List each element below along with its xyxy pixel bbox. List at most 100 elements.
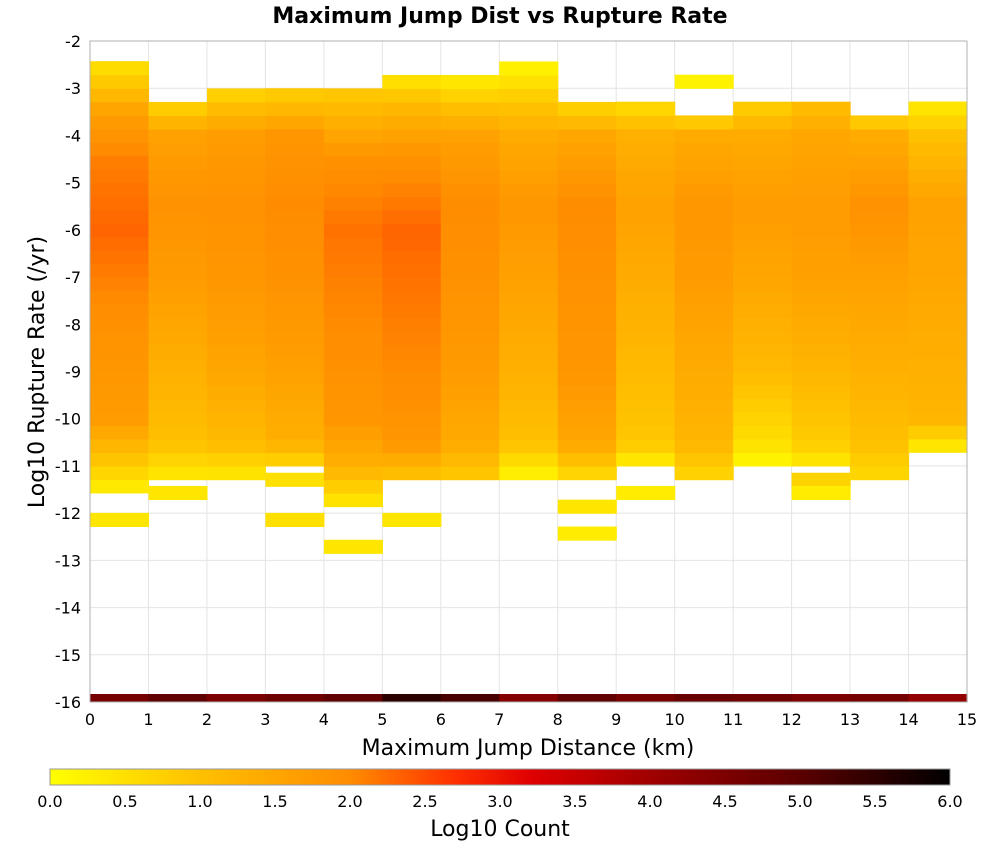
heatmap-cell xyxy=(499,169,559,184)
chart-title: Maximum Jump Dist vs Rupture Rate xyxy=(272,4,727,29)
heatmap-cell xyxy=(557,304,617,319)
heatmap-cell xyxy=(850,385,910,400)
heatmap-cell xyxy=(908,236,968,251)
heatmap-cell xyxy=(850,412,910,427)
heatmap-cell xyxy=(440,277,500,292)
y-tick-labels: -2 -3 -4 -5 -6 -7 -8 -9 -10 -11 -12 -13 -14 -15 -16 xyxy=(55,32,81,712)
heatmap-cell xyxy=(791,182,851,197)
heatmap-cell xyxy=(499,155,559,170)
heatmap-cell xyxy=(90,155,150,170)
y-axis-label: Log10 Rupture Rate (/yr) xyxy=(25,236,50,508)
heatmap-cell xyxy=(908,195,968,211)
heatmap-cell xyxy=(90,101,150,116)
heatmap-cell xyxy=(265,209,325,224)
x-tick-label: 5 xyxy=(377,710,387,729)
heatmap-cell xyxy=(382,371,442,386)
heatmap-cell xyxy=(733,371,793,386)
heatmap-cell xyxy=(440,115,500,130)
heatmap-cell xyxy=(265,250,325,265)
heatmap-cell xyxy=(323,155,383,170)
heatmap-cell xyxy=(733,317,793,332)
heatmap-cell xyxy=(850,182,910,197)
heatmap-cell-bottom xyxy=(674,694,734,702)
heatmap-cell xyxy=(265,472,325,487)
heatmap-cell xyxy=(908,411,968,426)
heatmap-cell xyxy=(265,263,325,278)
heatmap-cell xyxy=(499,115,559,130)
heatmap-cell xyxy=(206,317,266,332)
heatmap-cell xyxy=(382,182,442,197)
heatmap-cell xyxy=(206,182,266,197)
heatmap-cell xyxy=(850,425,910,440)
heatmap-cell xyxy=(557,358,617,373)
heatmap-cell xyxy=(206,142,266,157)
heatmap-cell xyxy=(206,452,266,467)
heatmap-cell xyxy=(90,479,150,494)
x-tick-label: 10 xyxy=(664,710,684,729)
heatmap-cell xyxy=(674,452,734,467)
heatmap-cell xyxy=(908,155,968,170)
heatmap-cell xyxy=(382,88,442,103)
heatmap-cell xyxy=(323,371,383,386)
heatmap-cell xyxy=(557,452,617,467)
heatmap-cell xyxy=(265,438,325,454)
heatmap-cell xyxy=(616,438,676,454)
heatmap-cell xyxy=(265,88,325,103)
colorbar xyxy=(49,768,951,786)
heatmap-cell xyxy=(908,344,968,359)
heatmap-cell xyxy=(440,101,500,117)
y-tick-label: -11 xyxy=(55,457,81,476)
heatmap-cell xyxy=(674,290,734,305)
heatmap-cell xyxy=(323,223,383,238)
heatmap-cell xyxy=(733,101,793,116)
heatmap-cell xyxy=(791,155,851,170)
heatmap-cell xyxy=(440,331,500,346)
heatmap-cell xyxy=(908,209,968,224)
heatmap-cell-bottom xyxy=(616,694,676,702)
y-tick-label: -7 xyxy=(65,268,81,287)
heatmap-cell xyxy=(850,290,910,305)
heatmap-cell xyxy=(674,425,734,440)
heatmap-cell xyxy=(616,344,676,359)
heatmap-cell xyxy=(557,263,617,278)
heatmap-cell xyxy=(440,466,500,481)
y-tick-label: -2 xyxy=(65,32,81,51)
heatmap-cell xyxy=(206,385,266,400)
heatmap-cell xyxy=(499,236,559,251)
heatmap-cell xyxy=(557,331,617,346)
heatmap-cell xyxy=(382,344,442,359)
heatmap-cell xyxy=(265,290,325,305)
heatmap-cell xyxy=(265,142,325,157)
colorbar-tick-label: 4.5 xyxy=(712,792,737,811)
heatmap-cell xyxy=(382,398,442,413)
heatmap-cell xyxy=(382,128,442,143)
heatmap-cell xyxy=(206,209,266,224)
heatmap-cell xyxy=(616,263,676,278)
x-tick-label: 3 xyxy=(260,710,270,729)
colorbar-tick-label: 3.0 xyxy=(487,792,512,811)
heatmap-cell xyxy=(908,438,968,453)
heatmap-cell xyxy=(499,344,559,359)
heatmap-cell xyxy=(674,344,734,359)
heatmap-cell xyxy=(265,155,325,170)
heatmap-cell xyxy=(206,290,266,305)
heatmap-cell xyxy=(323,128,383,143)
heatmap-cell xyxy=(791,101,851,116)
heatmap-cell xyxy=(791,344,851,359)
heatmap-cell xyxy=(90,303,150,319)
heatmap-cell xyxy=(206,466,266,481)
colorbar-label: Log10 Count xyxy=(430,817,570,842)
heatmap-cell xyxy=(148,155,208,170)
y-tick-label: -14 xyxy=(55,599,81,618)
y-tick-label: -13 xyxy=(55,551,81,570)
heatmap-cell xyxy=(674,331,734,346)
heatmap-cell xyxy=(206,412,266,427)
heatmap-cell xyxy=(908,168,968,184)
heatmap-cell xyxy=(674,169,734,184)
heatmap-cell xyxy=(323,169,383,184)
heatmap-cell xyxy=(440,358,500,373)
heatmap-cell xyxy=(206,250,266,265)
heatmap-cell xyxy=(674,250,734,265)
heatmap-cell xyxy=(557,412,617,427)
heatmap-cell xyxy=(499,250,559,265)
